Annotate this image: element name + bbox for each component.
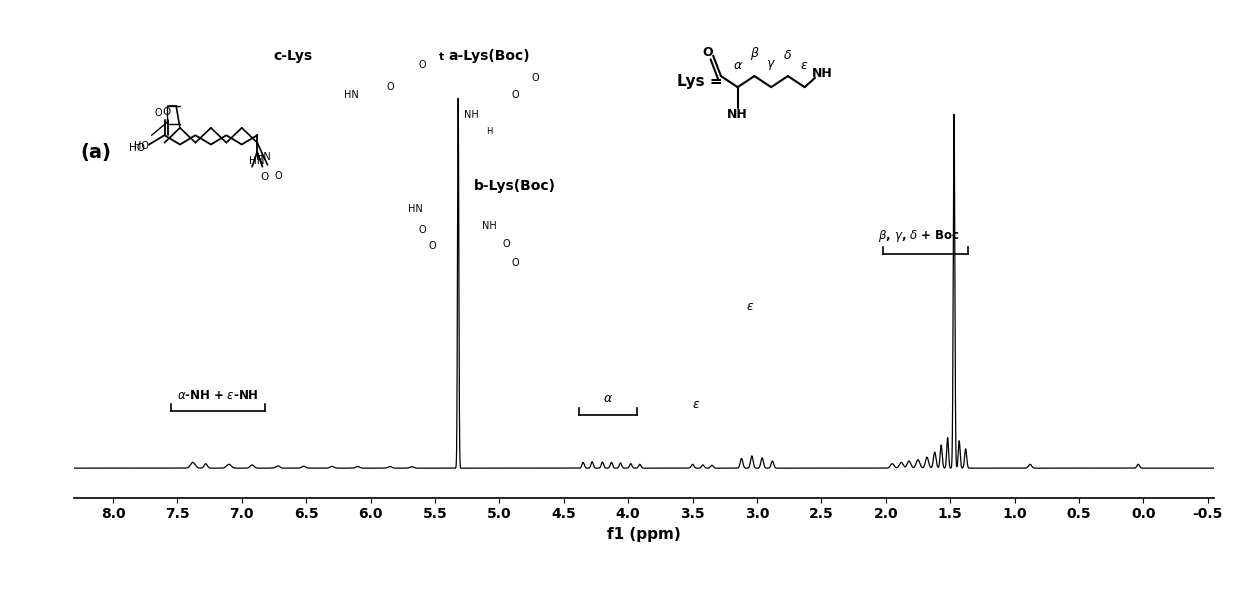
Text: $\bf{t}$: $\bf{t}$	[437, 50, 445, 62]
Text: HN: HN	[249, 155, 265, 166]
Text: $\delta$: $\delta$	[783, 49, 793, 62]
Text: NH: NH	[482, 221, 497, 231]
Text: O: O	[387, 82, 394, 92]
Text: O: O	[274, 171, 281, 181]
Text: O: O	[429, 241, 436, 251]
Text: O: O	[510, 258, 519, 268]
Text: O: O	[502, 239, 509, 249]
Text: O: O	[532, 73, 539, 83]
Text: $\varepsilon$: $\varepsilon$	[800, 59, 809, 72]
Text: $\varepsilon$: $\varepsilon$	[693, 398, 700, 411]
Text: $\beta$, $\gamma$, $\delta$ + Boc: $\beta$, $\gamma$, $\delta$ + Boc	[878, 228, 960, 245]
Text: $\gamma$: $\gamma$	[766, 58, 776, 72]
Text: O: O	[261, 172, 269, 182]
Text: NH: NH	[813, 67, 833, 80]
Text: $\beta$: $\beta$	[750, 45, 760, 62]
Text: H: H	[486, 127, 492, 136]
Text: $\alpha$: $\alpha$	[603, 392, 613, 405]
Text: $\alpha$-NH + $\varepsilon$-NH: $\alpha$-NH + $\varepsilon$-NH	[177, 388, 259, 402]
Text: O: O	[154, 108, 162, 118]
Text: $\varepsilon$: $\varepsilon$	[746, 300, 755, 313]
Text: HN: HN	[256, 152, 271, 163]
Text: c-Lys: c-Lys	[274, 49, 313, 63]
Text: a-Lys(Boc): a-Lys(Boc)	[449, 49, 530, 63]
Text: O: O	[703, 46, 714, 58]
Text: NH: NH	[463, 110, 478, 120]
Text: Lys =: Lys =	[678, 74, 722, 89]
Text: $\alpha$: $\alpha$	[732, 59, 742, 72]
Text: O: O	[162, 107, 171, 117]
Text: HO: HO	[129, 143, 145, 153]
Text: HN: HN	[409, 204, 422, 214]
Text: O: O	[419, 225, 426, 234]
Text: (a): (a)	[81, 143, 112, 161]
Text: b-Lys(Boc): b-Lys(Boc)	[473, 178, 555, 192]
Text: O: O	[419, 60, 426, 70]
Text: HO: HO	[134, 141, 149, 151]
Text: O: O	[510, 90, 519, 100]
X-axis label: f1 (ppm): f1 (ppm)	[607, 527, 681, 542]
Text: NH: NH	[727, 109, 748, 121]
Text: HN: HN	[344, 90, 358, 100]
